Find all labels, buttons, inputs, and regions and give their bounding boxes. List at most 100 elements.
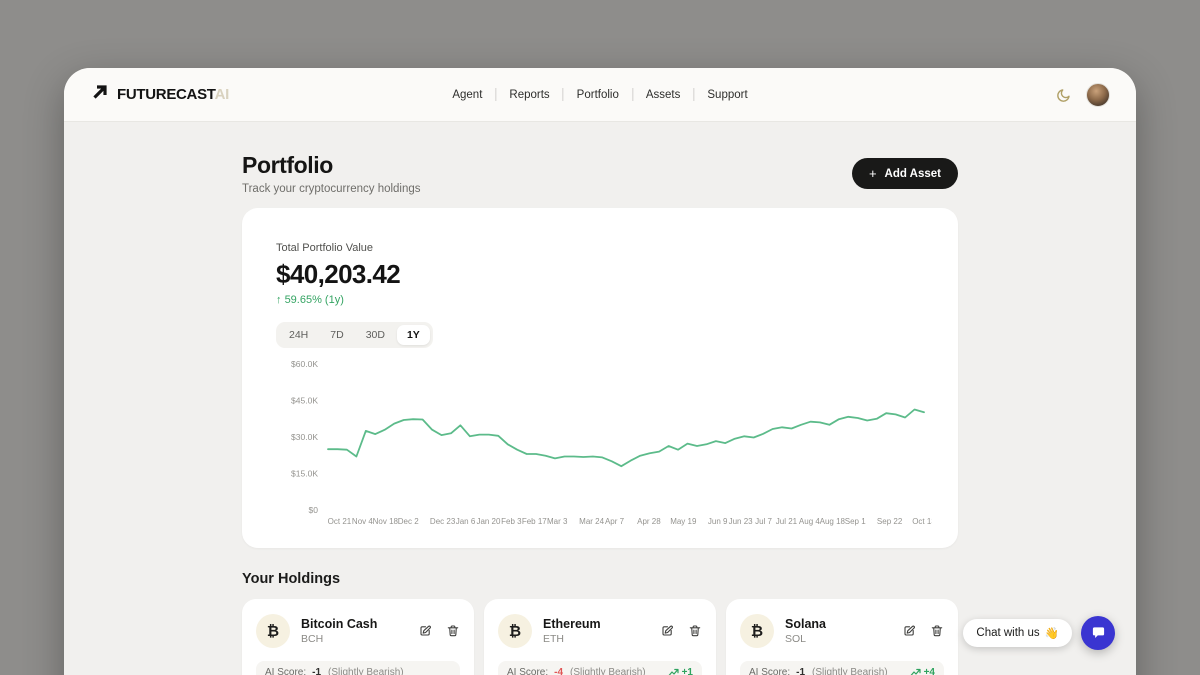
total-portfolio-label: Total Portfolio Value bbox=[276, 242, 374, 254]
range-tab-30d[interactable]: 30D bbox=[365, 329, 385, 341]
brand-name: FUTURECAST bbox=[117, 85, 215, 103]
change-text: 59.65% (1y) bbox=[284, 294, 344, 306]
theme-toggle-moon-icon[interactable] bbox=[1056, 87, 1072, 103]
nav-separator bbox=[631, 88, 633, 101]
portfolio-value-line-chart: $60.0K $45.0K $30.0K $15.0K $0 Oct 21 Nov 4 Nov… bbox=[276, 358, 932, 530]
svg-text:Apr 28: Apr 28 bbox=[637, 517, 661, 526]
nav-separator bbox=[495, 88, 497, 101]
ai-score-sentiment: (Slightly Bearish) bbox=[328, 667, 404, 675]
coin-name: Ethereum bbox=[543, 617, 601, 631]
chat-fab-button[interactable] bbox=[1081, 616, 1115, 650]
svg-text:Jul 7: Jul 7 bbox=[755, 517, 772, 526]
ai-score-row: AI Score: -1 (Slightly Bearish) +4 bbox=[740, 661, 944, 675]
trending-up-icon bbox=[668, 668, 679, 675]
plus-icon: + bbox=[868, 166, 877, 181]
svg-text:Apr 7: Apr 7 bbox=[605, 517, 625, 526]
svg-text:Sep 22: Sep 22 bbox=[877, 517, 903, 526]
ai-score-label: AI Score: bbox=[265, 667, 307, 675]
svg-text:Dec 2: Dec 2 bbox=[398, 517, 419, 526]
user-avatar[interactable] bbox=[1086, 82, 1110, 107]
header-actions bbox=[1056, 82, 1110, 107]
app-window: FUTURECASTAI Agent Reports Portfolio Ass… bbox=[64, 68, 1136, 675]
svg-text:$0: $0 bbox=[309, 505, 319, 515]
trend-badge: +4 bbox=[910, 667, 935, 675]
edit-icon[interactable] bbox=[902, 624, 916, 638]
edit-icon[interactable] bbox=[660, 624, 674, 638]
svg-text:Feb 3: Feb 3 bbox=[501, 517, 522, 526]
holding-card-bch: ₿ Bitcoin Cash BCH AI bbox=[242, 599, 474, 675]
portfolio-value-card: Total Portfolio Value $40,203.42 ↑ 59.65… bbox=[242, 208, 958, 548]
nav-item-reports[interactable]: Reports bbox=[509, 88, 550, 101]
trending-up-icon bbox=[910, 668, 921, 675]
top-bar: FUTURECASTAI Agent Reports Portfolio Ass… bbox=[64, 68, 1136, 122]
svg-text:Dec 23: Dec 23 bbox=[430, 517, 456, 526]
portfolio-change: ↑ 59.65% (1y) bbox=[276, 294, 930, 306]
main-nav: Agent Reports Portfolio Assets Support bbox=[452, 88, 748, 101]
coin-name: Solana bbox=[785, 617, 826, 631]
svg-text:Mar 3: Mar 3 bbox=[547, 517, 568, 526]
brand-logo[interactable]: FUTURECASTAI bbox=[90, 82, 229, 107]
svg-text:Mar 24: Mar 24 bbox=[579, 517, 604, 526]
delete-icon[interactable] bbox=[930, 624, 944, 638]
ai-score-row: AI Score: -4 (Slightly Bearish) +1 bbox=[498, 661, 702, 675]
svg-text:Aug 4: Aug 4 bbox=[799, 517, 820, 526]
chat-bubble-icon bbox=[1092, 627, 1104, 638]
chat-with-us-button[interactable]: Chat with us 👋 bbox=[963, 619, 1072, 647]
main-content: Portfolio Track your cryptocurrency hold… bbox=[242, 152, 958, 675]
nav-item-agent[interactable]: Agent bbox=[452, 88, 483, 101]
trend-value: +1 bbox=[681, 667, 693, 675]
nav-separator bbox=[562, 88, 564, 101]
svg-text:Nov 18: Nov 18 bbox=[373, 517, 399, 526]
svg-text:$60.0K: $60.0K bbox=[291, 359, 318, 369]
svg-text:$15.0K: $15.0K bbox=[291, 469, 318, 479]
holdings-row: ₿ Bitcoin Cash BCH AI bbox=[242, 599, 958, 675]
holdings-heading: Your Holdings bbox=[242, 571, 341, 587]
nav-separator bbox=[693, 88, 695, 101]
holding-card-sol: ₿ Solana SOL AI Score: bbox=[726, 599, 958, 675]
arrow-up-right-logo-icon bbox=[90, 82, 110, 107]
page-header: Portfolio Track your cryptocurrency hold… bbox=[242, 152, 958, 195]
coin-symbol: BCH bbox=[301, 633, 324, 645]
coin-icon: ₿ bbox=[256, 614, 290, 648]
svg-text:Jan 6: Jan 6 bbox=[456, 517, 476, 526]
svg-text:Jun 9: Jun 9 bbox=[708, 517, 728, 526]
add-asset-label: Add Asset bbox=[884, 167, 941, 180]
svg-text:$45.0K: $45.0K bbox=[291, 396, 318, 406]
nav-item-assets[interactable]: Assets bbox=[645, 88, 681, 101]
svg-text:Jul 21: Jul 21 bbox=[776, 517, 798, 526]
page-subtitle: Track your cryptocurrency holdings bbox=[242, 183, 421, 195]
range-tab-24h[interactable]: 24H bbox=[289, 329, 309, 341]
delete-icon[interactable] bbox=[446, 624, 460, 638]
coin-icon: ₿ bbox=[498, 614, 532, 648]
svg-text:Nov 4: Nov 4 bbox=[352, 517, 373, 526]
ai-score-label: AI Score: bbox=[749, 667, 791, 675]
svg-text:Aug 18: Aug 18 bbox=[820, 517, 846, 526]
ai-score-sentiment: (Slightly Bearish) bbox=[570, 667, 646, 675]
change-up-arrow-icon: ↑ bbox=[276, 294, 282, 306]
nav-item-support[interactable]: Support bbox=[707, 88, 748, 101]
svg-text:Sep 1: Sep 1 bbox=[845, 517, 866, 526]
ai-score-sentiment: (Slightly Bearish) bbox=[812, 667, 888, 675]
holding-card-eth: ₿ Ethereum ETH AI Scor bbox=[484, 599, 716, 675]
chat-label: Chat with us bbox=[976, 627, 1040, 639]
total-portfolio-value: $40,203.42 bbox=[276, 259, 401, 289]
coin-icon: ₿ bbox=[740, 614, 774, 648]
trend-value: +4 bbox=[923, 667, 935, 675]
trend-badge: +1 bbox=[668, 667, 693, 675]
wave-emoji: 👋 bbox=[1044, 628, 1059, 640]
svg-text:Jun 23: Jun 23 bbox=[729, 517, 754, 526]
ai-score-value: -1 bbox=[312, 667, 322, 675]
time-range-tabs: 24H 7D 30D 1Y bbox=[276, 322, 433, 348]
svg-text:$30.0K: $30.0K bbox=[291, 432, 318, 442]
add-asset-button[interactable]: + Add Asset bbox=[851, 158, 958, 189]
range-tab-7d[interactable]: 7D bbox=[330, 329, 344, 341]
svg-text:Oct 21: Oct 21 bbox=[328, 517, 352, 526]
ai-score-value: -4 bbox=[554, 667, 564, 675]
brand-suffix: AI bbox=[214, 85, 230, 103]
range-tab-1y[interactable]: 1Y bbox=[396, 325, 430, 345]
delete-icon[interactable] bbox=[688, 624, 702, 638]
svg-text:May 19: May 19 bbox=[670, 517, 697, 526]
svg-text:Jan 20: Jan 20 bbox=[476, 517, 501, 526]
edit-icon[interactable] bbox=[418, 624, 432, 638]
nav-item-portfolio[interactable]: Portfolio bbox=[576, 88, 619, 101]
